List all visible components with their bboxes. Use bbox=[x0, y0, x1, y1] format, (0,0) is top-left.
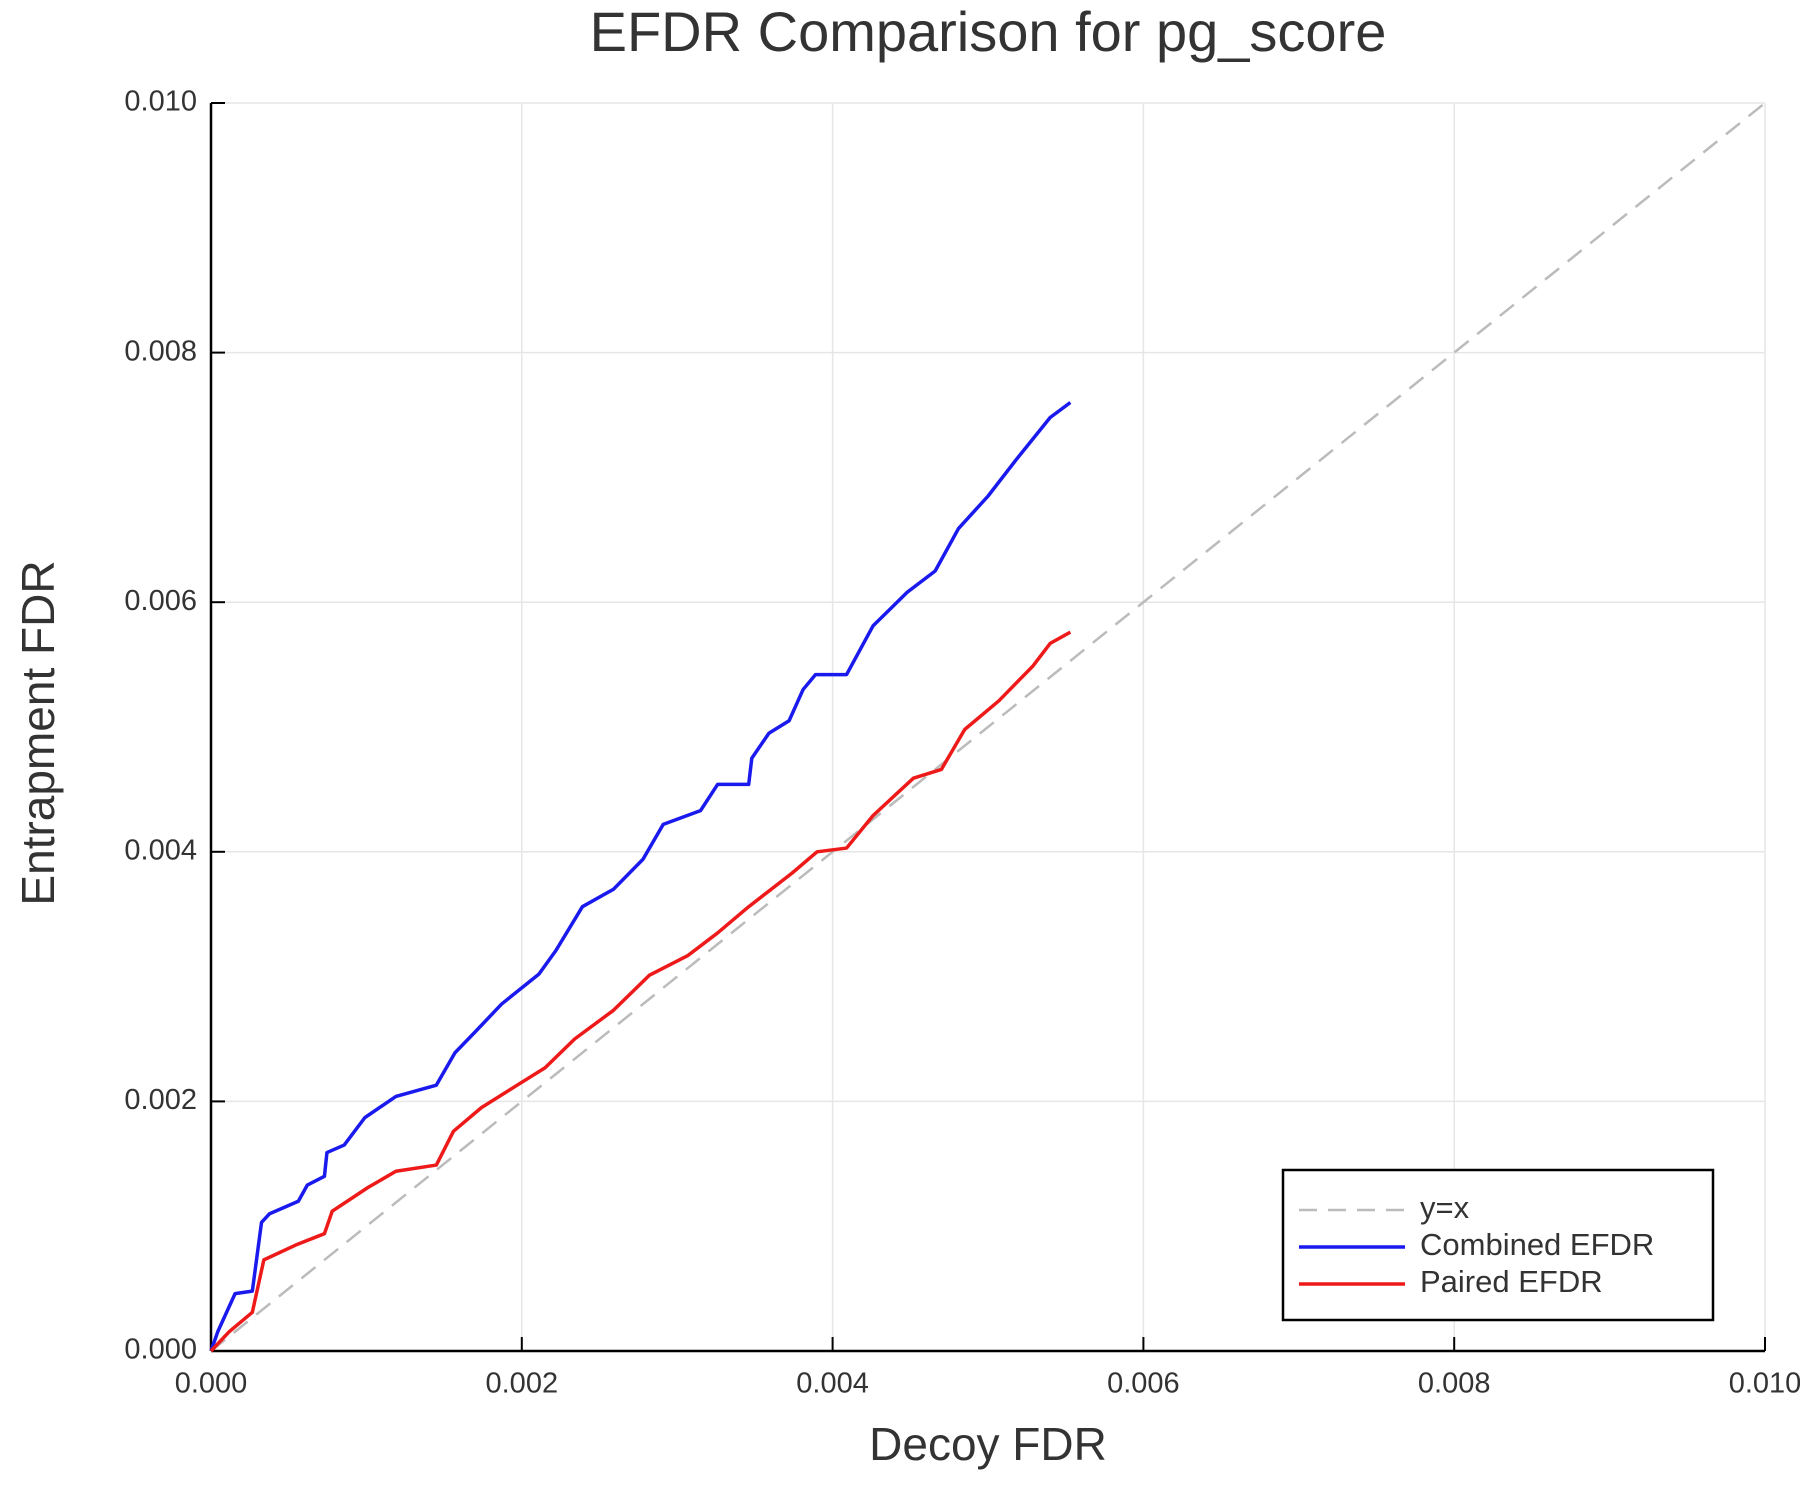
x-tick-label: 0.008 bbox=[1418, 1368, 1491, 1400]
legend-label: y=x bbox=[1420, 1190, 1470, 1225]
y-tick-label: 0.002 bbox=[124, 1084, 197, 1116]
x-axis-label: Decoy FDR bbox=[869, 1418, 1107, 1470]
y-axis-label: Entrapment FDR bbox=[12, 560, 64, 905]
legend-box bbox=[1281, 1168, 1715, 1322]
chart-title: EFDR Comparison for pg_score bbox=[590, 0, 1387, 63]
x-tick-label: 0.004 bbox=[796, 1368, 869, 1400]
y-tick-label: 0.004 bbox=[124, 834, 197, 866]
x-tick-label: 0.010 bbox=[1729, 1368, 1800, 1400]
y-tick-label: 0.006 bbox=[124, 585, 197, 617]
x-tick-label: 0.002 bbox=[486, 1368, 559, 1400]
y-tick-label: 0.000 bbox=[124, 1334, 197, 1366]
line-series bbox=[210, 102, 1766, 1352]
x-tick-label: 0.006 bbox=[1107, 1368, 1180, 1400]
y-tick-label: 0.010 bbox=[124, 86, 197, 118]
line-series bbox=[209, 401, 1072, 1352]
x-tick-label: 0.000 bbox=[175, 1368, 248, 1400]
legend-label: Combined EFDR bbox=[1420, 1227, 1654, 1262]
line-series bbox=[209, 630, 1072, 1353]
y-tick-label: 0.008 bbox=[124, 335, 197, 367]
legend-label: Paired EFDR bbox=[1420, 1264, 1603, 1299]
